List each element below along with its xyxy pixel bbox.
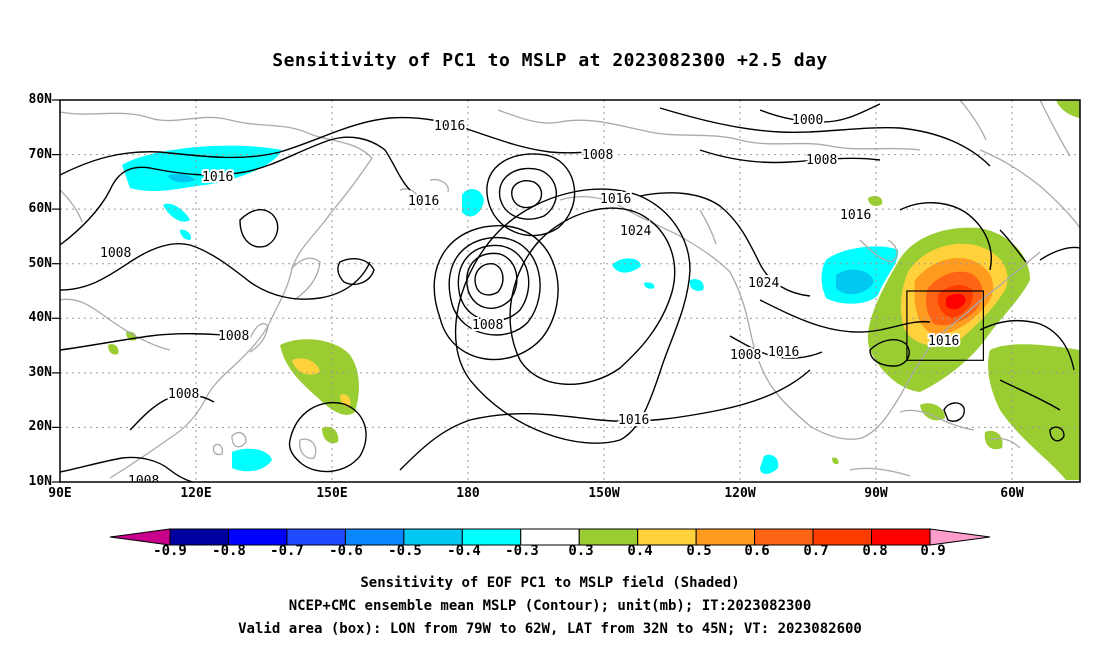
- lon-label: 60W: [1000, 486, 1024, 501]
- contour-label: 1024: [620, 224, 651, 239]
- contour-label: 1008: [472, 318, 503, 333]
- contour-label: 1016: [202, 170, 233, 185]
- contour-label: 1008: [806, 153, 837, 168]
- contour-label: 1000: [792, 113, 823, 128]
- lat-lon-grid: [60, 100, 1080, 482]
- mslp-contours: [60, 103, 1080, 482]
- lat-label: 30N: [28, 365, 52, 380]
- lat-label: 80N: [28, 92, 52, 107]
- lat-label: 40N: [28, 310, 52, 325]
- colorbar-label: 0.3: [568, 543, 594, 559]
- colorbar-label: -0.9: [153, 543, 187, 559]
- contour-label: 1008: [100, 246, 131, 261]
- shading-layer: [108, 100, 1080, 480]
- contour-labels: 1016 1008 1016 1016 1016 1008 1024 1024 …: [98, 111, 961, 489]
- lon-label: 150E: [316, 486, 348, 501]
- lon-label: 120E: [180, 486, 212, 501]
- contour-label: 1016: [434, 119, 465, 134]
- lat-label: 20N: [28, 419, 52, 434]
- lon-label: 120W: [724, 486, 756, 501]
- valid-area-box: [906, 290, 985, 361]
- lat-label: 10N: [28, 474, 52, 489]
- axis-ticks: [52, 99, 60, 483]
- contour-label: 1016: [928, 334, 959, 349]
- caption-valid-area: Valid area (box): LON from 79W to 62W, L…: [238, 621, 862, 637]
- lon-label: 90E: [48, 486, 72, 501]
- contour-label: 1016: [618, 413, 649, 428]
- contour-label: 1008: [730, 348, 761, 363]
- colorbar-label: 0.7: [803, 543, 829, 559]
- colorbar-label: 0.5: [686, 543, 712, 559]
- contour-label: 1016: [408, 194, 439, 209]
- contour-label: 1008: [128, 474, 159, 489]
- colorbar-label: 0.8: [862, 543, 888, 559]
- colorbar-label: -0.7: [270, 543, 304, 559]
- map-title: Sensitivity of PC1 to MSLP at 2023082300…: [272, 50, 828, 71]
- colorbar-label: -0.5: [388, 543, 422, 559]
- contour-label: 1008: [582, 148, 613, 163]
- map-border: [59, 99, 1081, 483]
- contour-label: 1024: [748, 276, 779, 291]
- colorbar-label: 0.9: [920, 543, 946, 559]
- lat-label: 70N: [28, 147, 52, 162]
- contour-label: 1016: [600, 192, 631, 207]
- lon-label: 180: [456, 486, 480, 501]
- colorbar-label: -0.8: [212, 543, 246, 559]
- contour-label: 1016: [768, 345, 799, 360]
- colorbar-label: 0.6: [744, 543, 770, 559]
- lat-label: 60N: [28, 201, 52, 216]
- colorbar-label: -0.6: [329, 543, 363, 559]
- colorbar: [109, 528, 991, 546]
- colorbar-label: 0.4: [627, 543, 653, 559]
- coastlines: [60, 100, 1080, 479]
- caption-shading: Sensitivity of EOF PC1 to MSLP field (Sh…: [360, 575, 740, 591]
- lat-label: 50N: [28, 256, 52, 271]
- colorbar-high-triangle: [929, 528, 991, 546]
- colorbar-label: -0.4: [447, 543, 481, 559]
- contour-label: 1016: [840, 208, 871, 223]
- contour-label: 1008: [218, 329, 249, 344]
- caption-contour: NCEP+CMC ensemble mean MSLP (Contour); u…: [288, 598, 812, 614]
- lon-label: 150W: [588, 486, 620, 501]
- lon-label: 90W: [864, 486, 888, 501]
- colorbar-label: -0.3: [505, 543, 539, 559]
- contour-label: 1008: [168, 387, 199, 402]
